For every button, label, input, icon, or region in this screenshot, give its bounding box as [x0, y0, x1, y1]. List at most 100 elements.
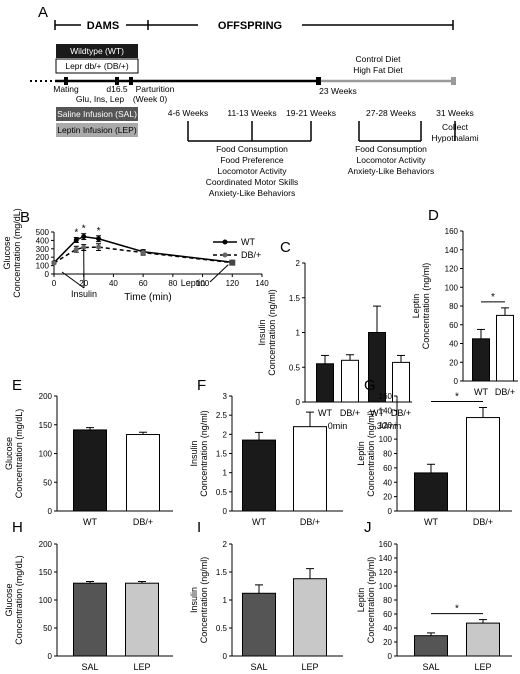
- y-tick-label: 400: [36, 236, 50, 245]
- y-tick-label: 20: [449, 358, 458, 367]
- data-point: [81, 245, 87, 251]
- y-tick-label: 60: [449, 321, 458, 330]
- bar-db: [466, 417, 500, 512]
- lep-legend-box: [56, 123, 138, 137]
- panel-label-a: A: [38, 4, 48, 21]
- bar-wt: [73, 429, 107, 512]
- y-axis-label-line: Concentration (ng/ml): [267, 289, 277, 376]
- y-axis-label: GlucoseConcentration (mg/dL): [4, 409, 24, 499]
- y-tick-label: 2: [223, 430, 228, 439]
- y-axis-label: GlucoseConcentration (mg/dL): [2, 208, 22, 298]
- bar-lep: [466, 622, 500, 657]
- bar-db: [341, 359, 359, 403]
- y-axis-label-line: Concentration (mg/dL): [12, 208, 22, 298]
- db-legend-text: Lepr db/+ (DB/+): [65, 61, 128, 71]
- y-tick-label: 100: [379, 582, 393, 591]
- y-tick-label: 160: [445, 227, 459, 236]
- d165-marker: [115, 77, 119, 85]
- y-tick-label: 0.5: [289, 363, 301, 372]
- x-tick-label: SAL: [422, 662, 439, 672]
- y-axis-label-line: Insulin: [189, 440, 199, 466]
- mating-marker: [64, 77, 68, 85]
- y-tick-label: 200: [39, 392, 53, 401]
- data-point: [96, 244, 102, 250]
- x-tick-label: SAL: [81, 662, 98, 672]
- wt-legend-text: Wildtype (WT): [70, 46, 124, 56]
- charts: B0100200300400500020406080100120140Time …: [2, 207, 518, 672]
- panel-f: F 0 0.5 1 1.5 2 2.5 3 InsulinConcentration (ng/m…: [189, 377, 343, 527]
- y-tick-label: 2: [223, 540, 228, 549]
- y-axis-label-line: Concentration (mg/dL): [14, 555, 24, 645]
- significance-star: *: [455, 392, 459, 403]
- y-tick-label: 40: [383, 624, 392, 633]
- y-tick-label: 160: [379, 392, 393, 401]
- significance-star: *: [82, 224, 86, 235]
- x-tick-label: 40: [109, 279, 118, 288]
- bar-wt: [316, 363, 334, 403]
- measure-item: Food Consumption: [355, 144, 427, 154]
- y-axis-label: InsulinConcentration (ng/ml): [189, 410, 209, 497]
- measure-item: Locomotor Activity: [218, 166, 288, 176]
- y-axis-label-line: Leptin: [356, 441, 366, 466]
- y-axis-label: InsulinConcentration (ng/ml): [257, 289, 277, 376]
- significance-star: *: [97, 226, 101, 237]
- bar-db: [293, 426, 327, 512]
- dams-label: DAMS: [87, 20, 119, 32]
- y-tick-label: 0: [388, 652, 393, 661]
- significance-star: *: [455, 604, 459, 615]
- parturition-label: Parturition: [136, 84, 175, 94]
- week1113-label: 11-13 Weeks: [227, 108, 276, 118]
- week23-marker: [316, 77, 321, 85]
- x-axis-label: Time (min): [124, 292, 171, 303]
- x-tick-label: WT: [370, 408, 384, 418]
- y-tick-label: 80: [383, 596, 392, 605]
- y-axis-label-line: Concentration (ng/ml): [366, 557, 376, 644]
- y-axis-label: LeptinConcentration (ng/ml): [356, 410, 376, 497]
- y-tick-label: 0: [45, 270, 50, 279]
- panel-e: E 0 50 100 150 200 GlucoseConcentration (mg/dL…: [4, 377, 173, 527]
- series-line-db: [53, 246, 233, 264]
- panel-label-j: J: [364, 519, 372, 536]
- panel-g: G020406080100120140160LeptinConcentratio…: [356, 377, 512, 527]
- week2728-label: 27-28 Weeks: [366, 108, 416, 118]
- x-tick-label: 60: [139, 279, 148, 288]
- week1921-label: 19-21 Weeks: [286, 108, 336, 118]
- bar-sal: [242, 592, 276, 657]
- offspring-label: OFFSPRING: [218, 20, 282, 32]
- y-axis-label-line: Glucose: [4, 583, 14, 616]
- offspring-label-bg: [198, 18, 302, 32]
- panel-label-b: B: [20, 209, 30, 226]
- y-tick-label: 50: [43, 624, 52, 633]
- y-tick-label: 200: [39, 540, 53, 549]
- x-tick-label: WT: [252, 517, 266, 527]
- y-axis-label-line: Insulin: [189, 587, 199, 613]
- y-tick-label: 0: [48, 507, 53, 516]
- y-tick-label: 140: [379, 554, 393, 563]
- y-tick-label: 120: [379, 421, 393, 430]
- y-tick-label: 150: [39, 421, 53, 430]
- y-tick-label: 80: [383, 450, 392, 459]
- bar-db: [496, 314, 514, 382]
- x-tick-label: WT: [474, 387, 488, 397]
- data-point: [73, 246, 79, 252]
- y-tick-label: 0: [48, 652, 53, 661]
- sal-legend-text: Saline Infusion (SAL): [57, 109, 137, 119]
- y-tick-label: 50: [43, 478, 52, 487]
- bar-lep: [125, 582, 159, 657]
- infusion-marker: [229, 259, 236, 266]
- wt-legend-box: [56, 44, 138, 58]
- y-tick-label: 100: [39, 450, 53, 459]
- panel-j: J020406080100120140160LeptinConcentratio…: [356, 519, 512, 672]
- mating-label: Mating: [53, 84, 79, 94]
- y-tick-label: 200: [36, 253, 50, 262]
- panel-label-g: G: [364, 377, 376, 394]
- annotation-arrow: [61, 271, 85, 289]
- lep-legend-text: Leptin Infusion (LEP): [57, 125, 137, 135]
- bar-db: [392, 361, 410, 403]
- bar-wt: [472, 338, 490, 382]
- legend-label: WT: [241, 237, 255, 247]
- panel-b: B0100200300400500020406080100120140Time …: [2, 208, 269, 303]
- week31-marker: [451, 77, 456, 85]
